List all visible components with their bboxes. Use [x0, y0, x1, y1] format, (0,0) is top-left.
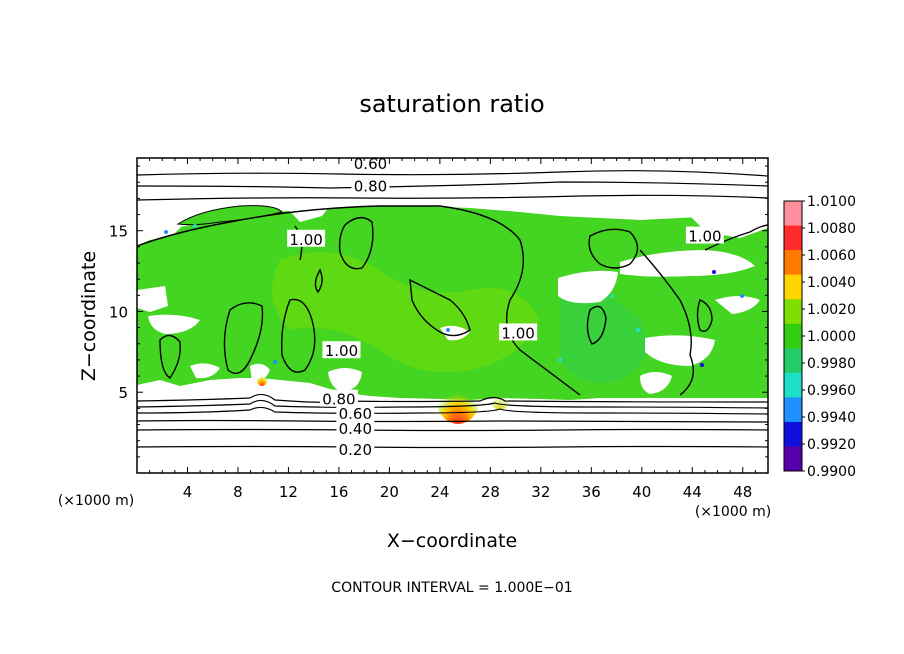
colorbar-label: 0.9980	[807, 356, 856, 372]
contour-labels: 0.600.801.001.001.001.000.800.600.400.20	[287, 155, 724, 459]
x-tick-label: 28	[481, 483, 500, 501]
x-tick-label: 4	[183, 483, 193, 501]
colorbar-label: 1.0100	[807, 194, 856, 210]
contour-label: 1.00	[289, 231, 322, 249]
x-tick-label: 16	[329, 483, 348, 501]
contour-label: 0.60	[339, 405, 372, 423]
x-tick-label: 40	[632, 483, 651, 501]
colorbar: 1.0100 1.0080 1.0060 1.0040 1.0020 1.0000 0.99…	[783, 194, 856, 480]
x-unit-left: (×1000 m)	[58, 493, 134, 509]
cloud-variation	[560, 293, 647, 383]
y-tick-label: 15	[109, 223, 128, 241]
colorbar-label: 1.0020	[807, 302, 856, 318]
colorbar-swatch	[784, 421, 802, 447]
y-axis: 5 10 15	[109, 165, 768, 458]
contour-label: 0.80	[354, 177, 387, 195]
contour-label-bg	[336, 418, 375, 436]
contour-label-bg	[685, 226, 724, 244]
colorbar-swatch	[784, 201, 802, 227]
colorbar-label: 1.0000	[807, 329, 856, 345]
plot-area: 0.600.801.001.001.001.000.800.600.400.20	[137, 155, 768, 459]
x-unit-right: (×1000 m)	[695, 504, 771, 520]
y-tick-label: 5	[118, 384, 128, 402]
x-axis: 4 8 12 16 20 24 28 32 36 40 44 48	[149, 158, 756, 501]
supersaturation-peak	[436, 372, 480, 424]
colorbar-label: 0.9960	[807, 383, 856, 399]
colorbar-label: 1.0060	[807, 248, 856, 264]
contour-label: 1.00	[501, 324, 534, 342]
low-saturation-speckles	[164, 224, 744, 367]
contour-interval-note: CONTOUR INTERVAL = 1.000E−01	[331, 580, 572, 596]
colorbar-swatch	[784, 348, 802, 374]
colorbar-swatch	[784, 299, 802, 325]
colorbar-swatch	[784, 446, 802, 472]
contour-label: 1.00	[688, 228, 721, 246]
x-tick-label: 20	[380, 483, 399, 501]
x-tick-label: 36	[582, 483, 601, 501]
contour-label-bg	[499, 323, 538, 341]
contour-label-bg	[319, 389, 358, 407]
x-tick-label: 12	[279, 483, 298, 501]
contour-label: 0.20	[339, 441, 372, 459]
contours-lower	[137, 393, 768, 449]
colorbar-swatch	[784, 397, 802, 423]
contour-label-bg	[336, 404, 375, 422]
x-tick-label: 24	[430, 483, 449, 501]
contour-label-bg	[336, 439, 375, 457]
x-tick-label: 8	[233, 483, 243, 501]
x-tick-label: 32	[531, 483, 550, 501]
colorbar-label: 1.0080	[807, 221, 856, 237]
colorbar-swatch	[784, 372, 802, 398]
colorbar-label: 0.9900	[807, 464, 856, 480]
upper-cloud-blob	[176, 205, 283, 226]
contours-upper	[137, 170, 768, 201]
y-tick-label: 10	[109, 303, 128, 321]
contour-label-bg	[351, 176, 390, 194]
colorbar-swatch	[784, 323, 802, 349]
colorbar-label: 0.9920	[807, 437, 856, 453]
supersaturation-peak	[256, 370, 268, 386]
contour-label: 0.40	[339, 420, 372, 438]
contour-label-bg	[322, 341, 361, 359]
x-tick-label: 44	[683, 483, 702, 501]
contour-label: 0.80	[322, 391, 355, 409]
contour-label-bg	[351, 158, 390, 171]
contour-label: 1.00	[325, 342, 358, 360]
colorbar-swatch	[784, 225, 802, 251]
y-axis-label: Z−coordinate	[78, 251, 100, 381]
x-tick-label: 48	[733, 483, 752, 501]
colorbar-label: 0.9940	[807, 410, 856, 426]
colorbar-label: 1.0040	[807, 275, 856, 291]
contour-label: 0.60	[354, 155, 387, 173]
chart-title: saturation ratio	[359, 90, 544, 118]
colorbar-swatch	[784, 274, 802, 300]
cloud-variation	[272, 252, 540, 373]
x-axis-label: X−coordinate	[387, 530, 517, 552]
colorbar-swatch	[784, 250, 802, 276]
contour-label-bg	[287, 229, 326, 247]
